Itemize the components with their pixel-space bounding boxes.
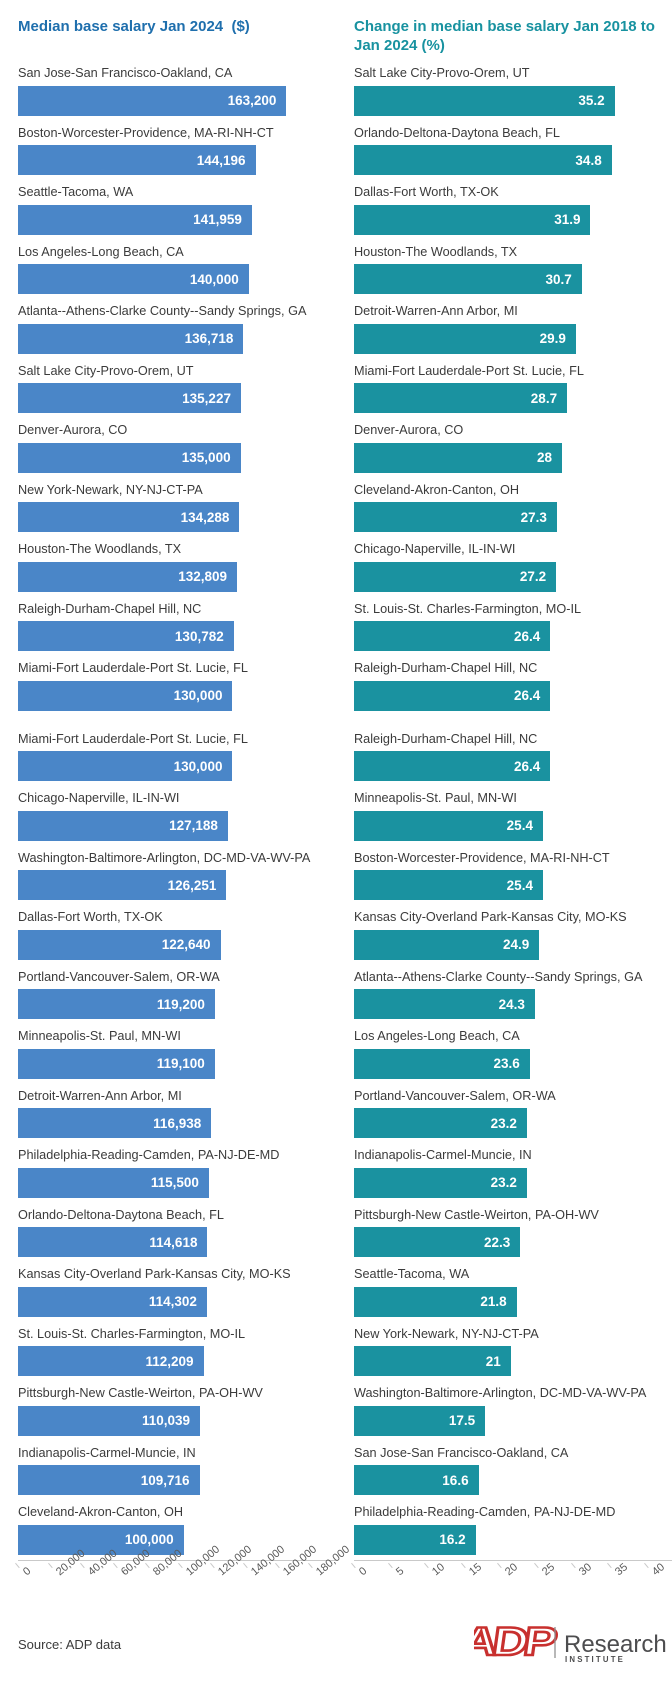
svg-text:ADP: ADP: [474, 1625, 559, 1664]
svg-text:INSTITUTE: INSTITUTE: [565, 1655, 625, 1664]
svg-text:Research: Research: [564, 1631, 667, 1658]
